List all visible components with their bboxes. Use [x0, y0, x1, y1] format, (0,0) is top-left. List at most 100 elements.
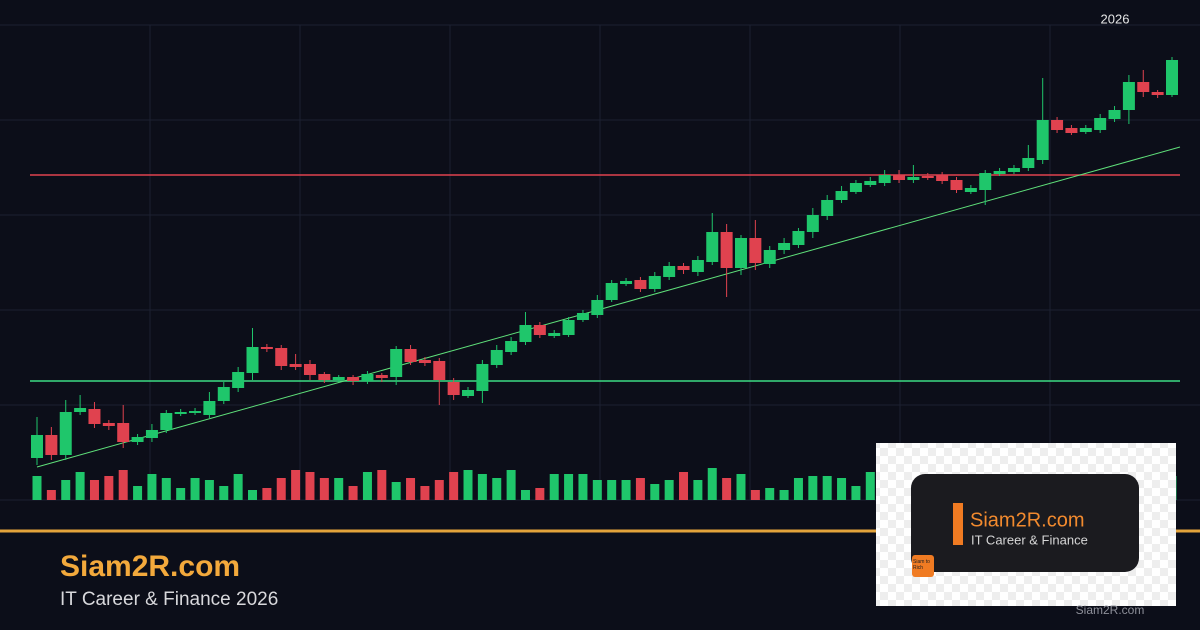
volume-bar — [305, 472, 315, 500]
candle-body — [1079, 128, 1092, 132]
volume-bar — [104, 476, 114, 500]
candle-body — [907, 177, 920, 180]
volume-bar — [822, 476, 832, 500]
volume-bar — [837, 478, 847, 500]
volume-bar — [176, 488, 186, 500]
candle-body — [1036, 120, 1049, 160]
candle-body — [1108, 110, 1121, 119]
candle-body — [31, 435, 43, 458]
logo-badge-text: Siam to Rich — [913, 559, 930, 571]
candle-body — [691, 260, 704, 272]
volume-bar — [779, 490, 789, 500]
volume-bar — [549, 474, 559, 500]
volume-bar — [233, 474, 243, 500]
volume-bar — [75, 472, 85, 500]
candle-body — [734, 238, 747, 268]
candle-body — [404, 349, 417, 362]
candle-body — [835, 191, 848, 200]
volume-bar — [851, 486, 861, 500]
candle-body — [778, 243, 791, 250]
candle-body — [102, 423, 115, 426]
volume-bar — [750, 490, 760, 500]
volume-bar — [248, 490, 258, 500]
candle-body — [462, 390, 475, 396]
volume-bar — [865, 472, 875, 500]
volume-bar — [650, 484, 660, 500]
volume-bar — [477, 474, 487, 500]
vertical-grid — [149, 25, 1051, 500]
candle-body — [260, 347, 273, 349]
volume-bar — [391, 482, 401, 500]
volume-bar — [362, 472, 372, 500]
volume-bar — [793, 478, 803, 500]
candle-body — [706, 232, 719, 262]
candle-body — [160, 413, 173, 430]
candle-body — [849, 183, 862, 192]
logo-subtitle: IT Career & Finance — [971, 532, 1088, 547]
logo: Siam2R.com IT Career & Finance Siam to R… — [876, 443, 1176, 606]
brand-subtitle: IT Career & Finance 2026 — [60, 589, 278, 610]
candle-body — [361, 374, 374, 381]
candle-body — [390, 349, 403, 377]
candle-body — [1137, 82, 1150, 92]
volume-bar — [61, 480, 71, 500]
logo-card — [911, 474, 1139, 572]
volume-bar — [118, 470, 128, 500]
volume-bar — [693, 480, 703, 500]
candle-body — [936, 175, 949, 181]
volume-bar — [291, 470, 301, 500]
candle-body — [318, 374, 331, 380]
candle-body — [490, 350, 503, 365]
candle-body — [821, 200, 834, 216]
candle-body — [562, 320, 575, 335]
volume-bar — [262, 488, 272, 500]
candle-body — [232, 372, 245, 388]
candle-body — [418, 360, 431, 363]
volume-bar — [147, 474, 157, 500]
volume-bar — [377, 470, 387, 500]
candle-body — [203, 401, 216, 415]
watermark: Siam2R.com — [1076, 603, 1145, 617]
candle-body — [964, 188, 977, 192]
volume-bar — [607, 480, 617, 500]
volume-bar — [592, 480, 602, 500]
logo-bar — [953, 503, 963, 545]
candle-body — [893, 175, 906, 180]
volume-bar — [578, 474, 588, 500]
volume-bar — [434, 480, 444, 500]
candle-body — [1166, 60, 1178, 95]
candle-body — [447, 382, 460, 395]
candle-body — [332, 377, 345, 380]
candle-body — [74, 408, 87, 412]
candle-body — [476, 364, 489, 391]
candle-body — [533, 325, 546, 335]
volume-bar — [679, 472, 689, 500]
candle-body — [993, 171, 1006, 174]
volume-bar — [204, 480, 214, 500]
volume-bar — [420, 486, 430, 500]
volume-bar — [707, 468, 717, 500]
volume-bar — [334, 478, 344, 500]
candle-body — [720, 232, 733, 268]
logo-badge-box: Siam to Rich — [913, 559, 930, 571]
candle-body — [519, 325, 532, 342]
candle-body — [433, 361, 446, 380]
candle-body — [1022, 158, 1035, 168]
trend-line — [36, 146, 1181, 468]
candle-body — [648, 276, 661, 289]
candle-body — [88, 409, 101, 424]
volume-bar — [506, 470, 516, 500]
volume-bar — [520, 490, 530, 500]
candle-body — [1151, 92, 1164, 95]
volume-bar — [133, 486, 143, 500]
candle-body — [375, 375, 388, 378]
volume-bar — [635, 478, 645, 500]
candle-body — [303, 364, 316, 375]
candle-body — [620, 281, 633, 284]
logo-title: Siam2R.com — [970, 509, 1084, 531]
candle-body — [347, 377, 360, 381]
volume-bar — [564, 474, 574, 500]
volume-bar — [348, 486, 358, 500]
